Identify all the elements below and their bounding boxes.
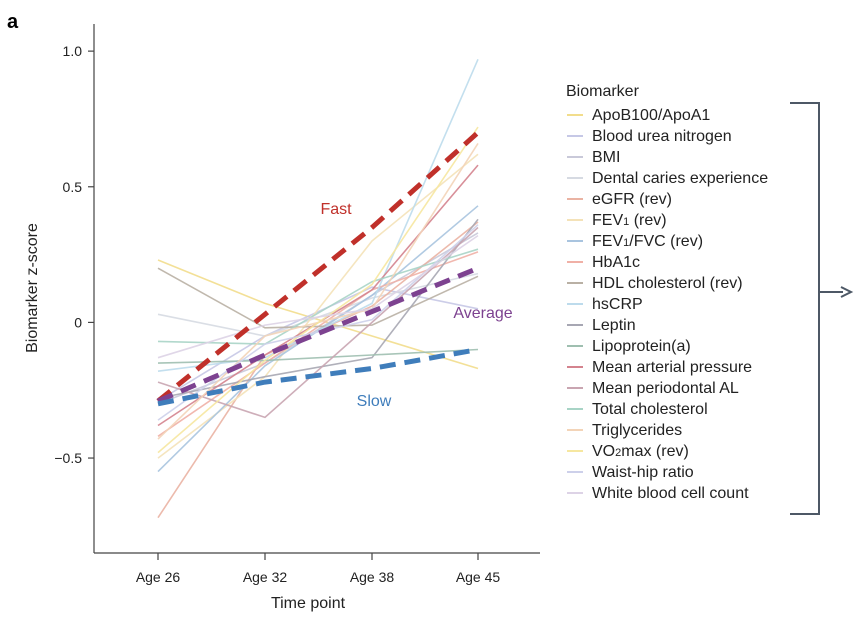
legend-item: VO2max (rev)	[567, 443, 689, 460]
legend-item: HDL cholesterol (rev)	[567, 275, 743, 292]
trend-line-fast	[156, 130, 480, 404]
bracket-arrow-icon	[840, 286, 854, 298]
trend-label-slow: Slow	[357, 393, 392, 410]
trend-line-slow	[157, 347, 479, 407]
x-tick-label: Age 38	[350, 569, 395, 585]
legend-item: BMI	[567, 149, 620, 166]
legend-label: FEV1/FVC (rev)	[592, 233, 703, 250]
legend-label: hsCRP	[592, 296, 643, 313]
biomarker-lines	[157, 58, 479, 519]
legend-label: Lipoprotein(a)	[592, 338, 691, 355]
trend-label-average: Average	[453, 305, 512, 322]
legend-item: Lipoprotein(a)	[567, 338, 691, 355]
axes	[93, 24, 540, 554]
legend-label: VO2max (rev)	[592, 443, 689, 460]
legend-label: FEV1 (rev)	[592, 212, 667, 229]
legend-label: Waist-hip ratio	[592, 464, 694, 481]
x-ticks: Age 26 Age 32 Age 38 Age 45	[136, 553, 501, 585]
legend: ApoB100/ApoA1 Blood urea nitrogen BMI Denta…	[567, 107, 768, 502]
trend-label-fast: Fast	[320, 201, 352, 218]
legend-item: White blood cell count	[567, 485, 749, 502]
legend-item: hsCRP	[567, 296, 643, 313]
series-line	[157, 286, 479, 402]
legend-label: HbA1c	[592, 254, 640, 271]
legend-item: Total cholesterol	[567, 401, 708, 418]
legend-label: HDL cholesterol (rev)	[592, 275, 743, 292]
legend-label: eGFR (rev)	[592, 191, 672, 208]
legend-label: White blood cell count	[592, 485, 749, 502]
x-tick-label: Age 26	[136, 569, 181, 585]
legend-item: Dental caries experience	[567, 170, 768, 187]
legend-label: ApoB100/ApoA1	[592, 107, 710, 124]
y-tick-label: 0.5	[63, 179, 83, 195]
legend-item: Mean arterial pressure	[567, 359, 752, 376]
legend-label: Mean arterial pressure	[592, 359, 752, 376]
trend-line-average	[157, 265, 479, 404]
series-line	[157, 58, 479, 372]
legend-item: Triglycerides	[567, 422, 682, 439]
legend-item: FEV1 (rev)	[567, 212, 667, 229]
series-line	[157, 267, 479, 329]
series-line	[157, 234, 479, 359]
series-line	[157, 226, 479, 419]
x-axis-title: Time point	[271, 595, 346, 612]
series-line	[157, 205, 479, 473]
legend-item: HbA1c	[567, 254, 640, 271]
y-axis-title: Biomarker z-score	[24, 223, 41, 353]
y-tick-label: −0.5	[54, 450, 82, 466]
legend-label: Total cholesterol	[592, 401, 708, 418]
legend-item: ApoB100/ApoA1	[567, 107, 710, 124]
series-line	[157, 153, 479, 459]
legend-item: FEV1/FVC (rev)	[567, 233, 703, 250]
y-tick-label: 0	[74, 314, 82, 330]
legend-item: Leptin	[567, 317, 636, 334]
legend-bracket	[790, 102, 820, 515]
trend-labels: Fast Average Slow	[320, 201, 512, 410]
legend-label: Triglycerides	[592, 422, 682, 439]
y-tick-label: 1.0	[63, 43, 83, 59]
legend-item: Waist-hip ratio	[567, 464, 694, 481]
legend-label: Mean periodontal AL	[592, 380, 739, 397]
legend-item: eGFR (rev)	[567, 191, 672, 208]
x-tick-label: Age 45	[456, 569, 501, 585]
legend-label: Dental caries experience	[592, 170, 768, 187]
series-line	[157, 248, 479, 345]
y-ticks: 1.0 0.5 0 −0.5	[54, 43, 94, 466]
legend-title: Biomarker	[566, 83, 640, 100]
legend-item: Mean periodontal AL	[567, 380, 739, 397]
legend-label: BMI	[592, 149, 620, 166]
legend-item: Blood urea nitrogen	[567, 128, 732, 145]
panel-letter: a	[7, 11, 19, 33]
series-line	[157, 348, 479, 364]
legend-label: Leptin	[592, 317, 636, 334]
series-line	[157, 126, 479, 454]
x-tick-label: Age 32	[243, 569, 288, 585]
legend-label: Blood urea nitrogen	[592, 128, 732, 145]
trend-lines	[156, 130, 480, 407]
